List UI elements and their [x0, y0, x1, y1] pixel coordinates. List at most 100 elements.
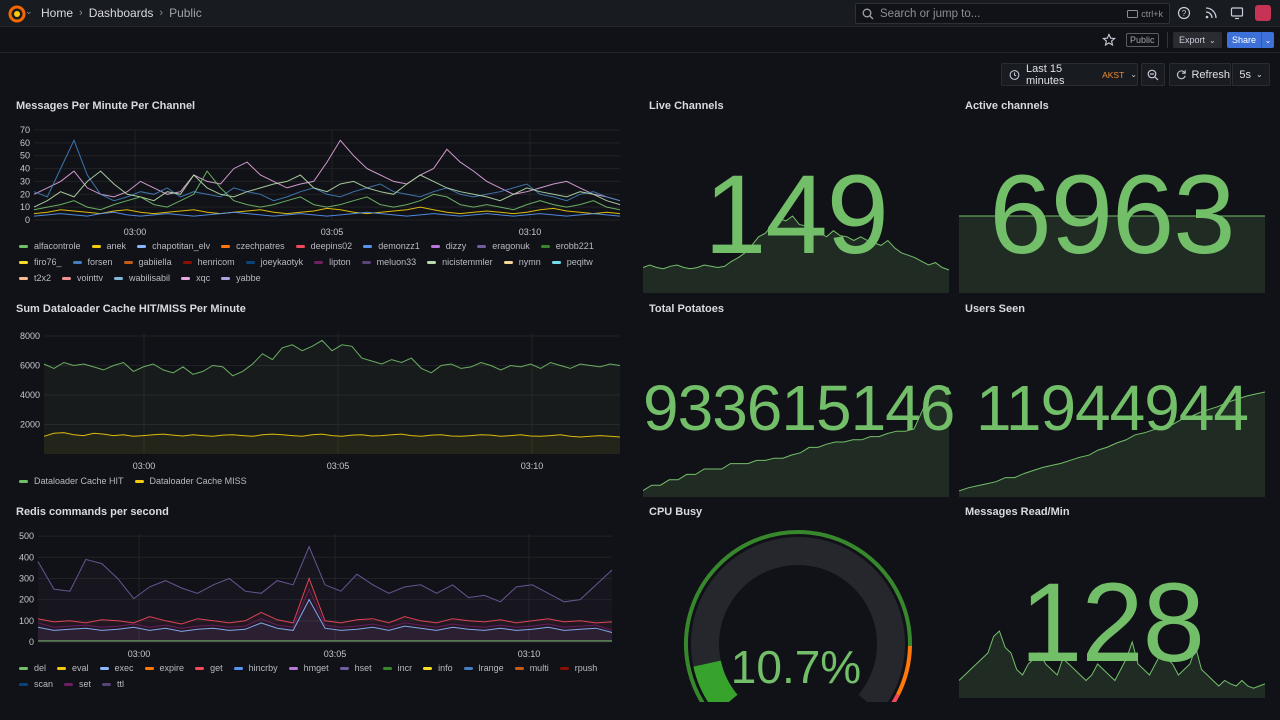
legend-item[interactable]: hincrby [233, 660, 278, 676]
dashboard-toolbar: Public Export ⌄ Share ⌄ [0, 27, 1280, 53]
legend-item[interactable]: demonzz1 [363, 238, 420, 254]
legend-item[interactable]: yabbe [221, 270, 261, 286]
panel-title: CPU Busy [649, 506, 703, 518]
user-avatar[interactable] [1255, 5, 1271, 21]
legend-item[interactable]: peqitw [551, 254, 593, 270]
legend-item[interactable]: hset [339, 660, 372, 676]
legend-item[interactable]: Dataloader Cache HIT [19, 473, 124, 489]
share-button[interactable]: Share [1227, 32, 1262, 48]
legend-item[interactable]: nymn [503, 254, 541, 270]
y-tick-label: 20 [20, 189, 30, 199]
search-input[interactable]: Search or jump to... ctrl+k [855, 3, 1170, 24]
legend-item[interactable]: del [19, 660, 46, 676]
legend-item[interactable]: t2x2 [19, 270, 51, 286]
legend-item[interactable]: henricom [182, 254, 235, 270]
legend-item[interactable]: vointtv [62, 270, 103, 286]
y-tick-label: 8000 [20, 331, 40, 341]
legend-swatch [427, 260, 437, 264]
legend-swatch [182, 260, 192, 264]
legend-swatch [134, 479, 144, 483]
legend-item[interactable]: nicistemmler [427, 254, 493, 270]
legend-item[interactable]: erobb221 [540, 238, 594, 254]
legend-item[interactable]: firo76_ [19, 254, 62, 270]
legend-swatch [102, 682, 112, 686]
legend-label: exec [114, 663, 134, 673]
legend-item[interactable]: deepins02 [295, 238, 353, 254]
breadcrumb-dashboards[interactable]: Dashboards [88, 6, 154, 20]
zoom-out-button[interactable] [1141, 63, 1165, 86]
legend-label: gabiiella [138, 257, 172, 267]
stat-value: 128 [1020, 560, 1205, 685]
total-potatoes-sparkline [643, 387, 949, 497]
grafana-logo-icon[interactable] [8, 5, 26, 23]
legend-item[interactable]: lrange [463, 660, 504, 676]
legend-item[interactable]: ttl [102, 676, 124, 692]
legend-item[interactable]: forsen [72, 254, 113, 270]
legend-swatch [19, 276, 28, 280]
messages-per-minute-chart[interactable]: 0 10 20 30 40 50 60 70 03:00 03:05 03:10 [16, 122, 630, 257]
panel-title: Users Seen [965, 303, 1025, 315]
messages-read-sparkline [959, 630, 1265, 698]
refresh-interval-value: 5s [1239, 68, 1251, 81]
time-range-picker[interactable]: Last 15 minutes AKST ⌄ [1001, 63, 1138, 87]
redis-commands-chart[interactable]: 0 100 200 300 400 500 03:00 03:05 03:10 [16, 526, 630, 676]
breadcrumb-home[interactable]: Home [41, 6, 74, 20]
legend-item[interactable]: exec [99, 660, 134, 676]
legend-item[interactable]: hmget [288, 660, 329, 676]
gauge-threshold-band [891, 693, 900, 702]
share-dropdown-chevron-icon[interactable]: ⌄ [1261, 32, 1274, 48]
news-rss-icon[interactable] [1204, 6, 1218, 20]
legend-item[interactable]: wabilisabil [114, 270, 170, 286]
legend-item[interactable]: gabiiella [123, 254, 172, 270]
legend-label: deepins02 [310, 241, 353, 251]
legend-label: info [438, 663, 453, 673]
legend-item[interactable]: chapotitan_elv [137, 238, 210, 254]
menu-chevron-down-icon[interactable]: ⌄ [25, 6, 33, 16]
legend-item[interactable]: eragonuk [477, 238, 530, 254]
legend-swatch [57, 666, 67, 670]
legend-item[interactable]: eval [57, 660, 89, 676]
sparkline-line [643, 215, 949, 271]
legend-item[interactable]: lipton [314, 254, 351, 270]
legend-item[interactable]: get [195, 660, 223, 676]
chart-legend: del eval exec expire get hincrby hmget hset incr… [19, 660, 619, 692]
legend-item[interactable]: anek [91, 238, 126, 254]
panel-messages-per-minute: Messages Per Minute Per Channel 0 10 20 30 4… [16, 100, 630, 295]
legend-swatch [19, 244, 28, 248]
legend-item[interactable]: expire [144, 660, 184, 676]
legend-label: Dataloader Cache HIT [34, 476, 124, 486]
legend-item[interactable]: incr [382, 660, 412, 676]
legend-swatch [463, 666, 473, 670]
kiosk-monitor-icon[interactable] [1230, 6, 1244, 20]
legend-item[interactable]: set [64, 676, 91, 692]
y-tick-label: 300 [19, 573, 34, 583]
legend-swatch [288, 666, 298, 670]
legend-item[interactable]: scan [19, 676, 53, 692]
series-line [43, 432, 621, 438]
y-tick-label: 60 [20, 138, 30, 148]
help-icon[interactable]: ? [1177, 6, 1191, 20]
gauge-value: 10.7% [730, 641, 862, 693]
x-tick-label: 03:10 [521, 461, 544, 471]
legend-item[interactable]: dizzy [430, 238, 466, 254]
chart-legend: alfacontrole anek chapotitan_elv czechpatre… [19, 238, 619, 286]
legend-item[interactable]: czechpatres [221, 238, 285, 254]
legend-swatch [123, 260, 133, 264]
export-button[interactable]: Export ⌄ [1173, 32, 1222, 48]
dataloader-cache-chart[interactable]: 2000 4000 6000 8000 03:00 03:05 03:10 [16, 325, 630, 475]
legend-item[interactable]: info [423, 660, 453, 676]
legend-item[interactable]: meluon33 [361, 254, 416, 270]
legend-item[interactable]: rpush [559, 660, 597, 676]
panel-cpu-busy: CPU Busy 10.7% [643, 506, 949, 702]
star-icon[interactable] [1102, 33, 1116, 47]
legend-item[interactable]: xqc [181, 270, 210, 286]
legend-item[interactable]: alfacontrole [19, 238, 81, 254]
cpu-busy-gauge [684, 530, 912, 702]
legend-swatch [314, 260, 324, 264]
legend-swatch [514, 666, 524, 670]
refresh-button[interactable]: Refresh [1169, 63, 1231, 86]
refresh-interval-picker[interactable]: 5s ⌄ [1232, 63, 1270, 86]
legend-item[interactable]: multi [514, 660, 549, 676]
legend-item[interactable]: joeykaotyk [245, 254, 303, 270]
legend-item[interactable]: Dataloader Cache MISS [134, 473, 247, 489]
